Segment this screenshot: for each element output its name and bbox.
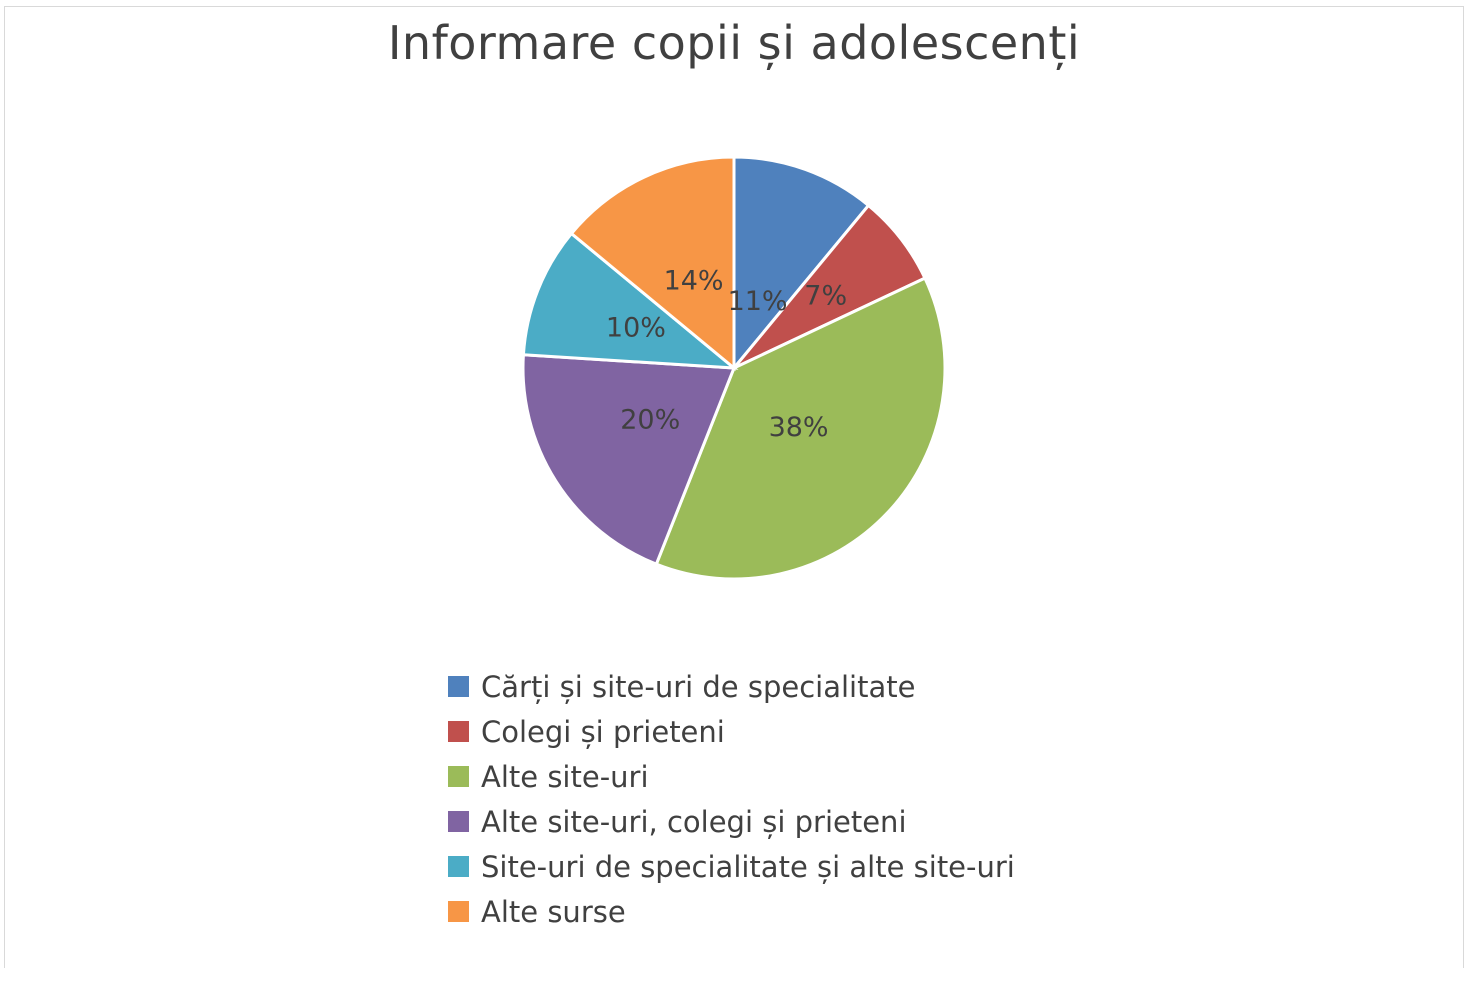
legend-label: Alte site-uri xyxy=(481,759,649,794)
legend-swatch xyxy=(448,856,469,877)
legend-label: Alte surse xyxy=(481,894,626,929)
pie-slice-5 xyxy=(521,231,739,370)
legend-label: Alte site-uri, colegi și prieteni xyxy=(481,804,907,839)
data-label-5: 10% xyxy=(606,313,666,344)
legend-label: Site-uri de specialitate și alte site-ur… xyxy=(481,849,1015,884)
legend-swatch xyxy=(448,811,469,832)
legend-item-2: Colegi și prieteni xyxy=(448,709,1015,754)
data-label-2: 7% xyxy=(804,280,847,311)
data-label-6: 14% xyxy=(664,266,724,297)
chart-title: Informare copii și adolescenți xyxy=(387,16,1081,70)
legend-label: Colegi și prieteni xyxy=(481,714,725,749)
data-label-4: 20% xyxy=(620,405,680,436)
legend-item-3: Alte site-uri xyxy=(448,754,1015,799)
pie-slice-6 xyxy=(569,155,736,372)
pie-slice-4 xyxy=(521,353,737,567)
legend-swatch xyxy=(448,721,469,742)
legend-item-1: Cărți și site-uri de specialitate xyxy=(448,664,1015,709)
pie-slice-1 xyxy=(732,155,871,373)
pie-slice-3 xyxy=(654,276,947,581)
legend-item-5: Site-uri de specialitate și alte site-ur… xyxy=(448,844,1015,889)
legend-swatch xyxy=(448,676,469,697)
legend-swatch xyxy=(448,766,469,787)
legend-item-6: Alte surse xyxy=(448,889,1015,934)
data-label-3: 38% xyxy=(769,412,829,443)
data-label-1: 11% xyxy=(728,286,788,317)
legend-swatch xyxy=(448,901,469,922)
legend: Cărți și site-uri de specialitate Colegi … xyxy=(448,664,1015,934)
legend-item-4: Alte site-uri, colegi și prieteni xyxy=(448,799,1015,844)
legend-label: Cărți și site-uri de specialitate xyxy=(481,669,916,704)
